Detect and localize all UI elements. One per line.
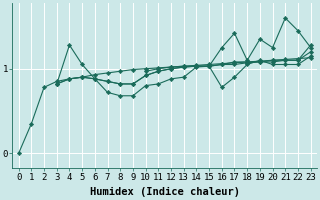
X-axis label: Humidex (Indice chaleur): Humidex (Indice chaleur) (90, 187, 240, 197)
